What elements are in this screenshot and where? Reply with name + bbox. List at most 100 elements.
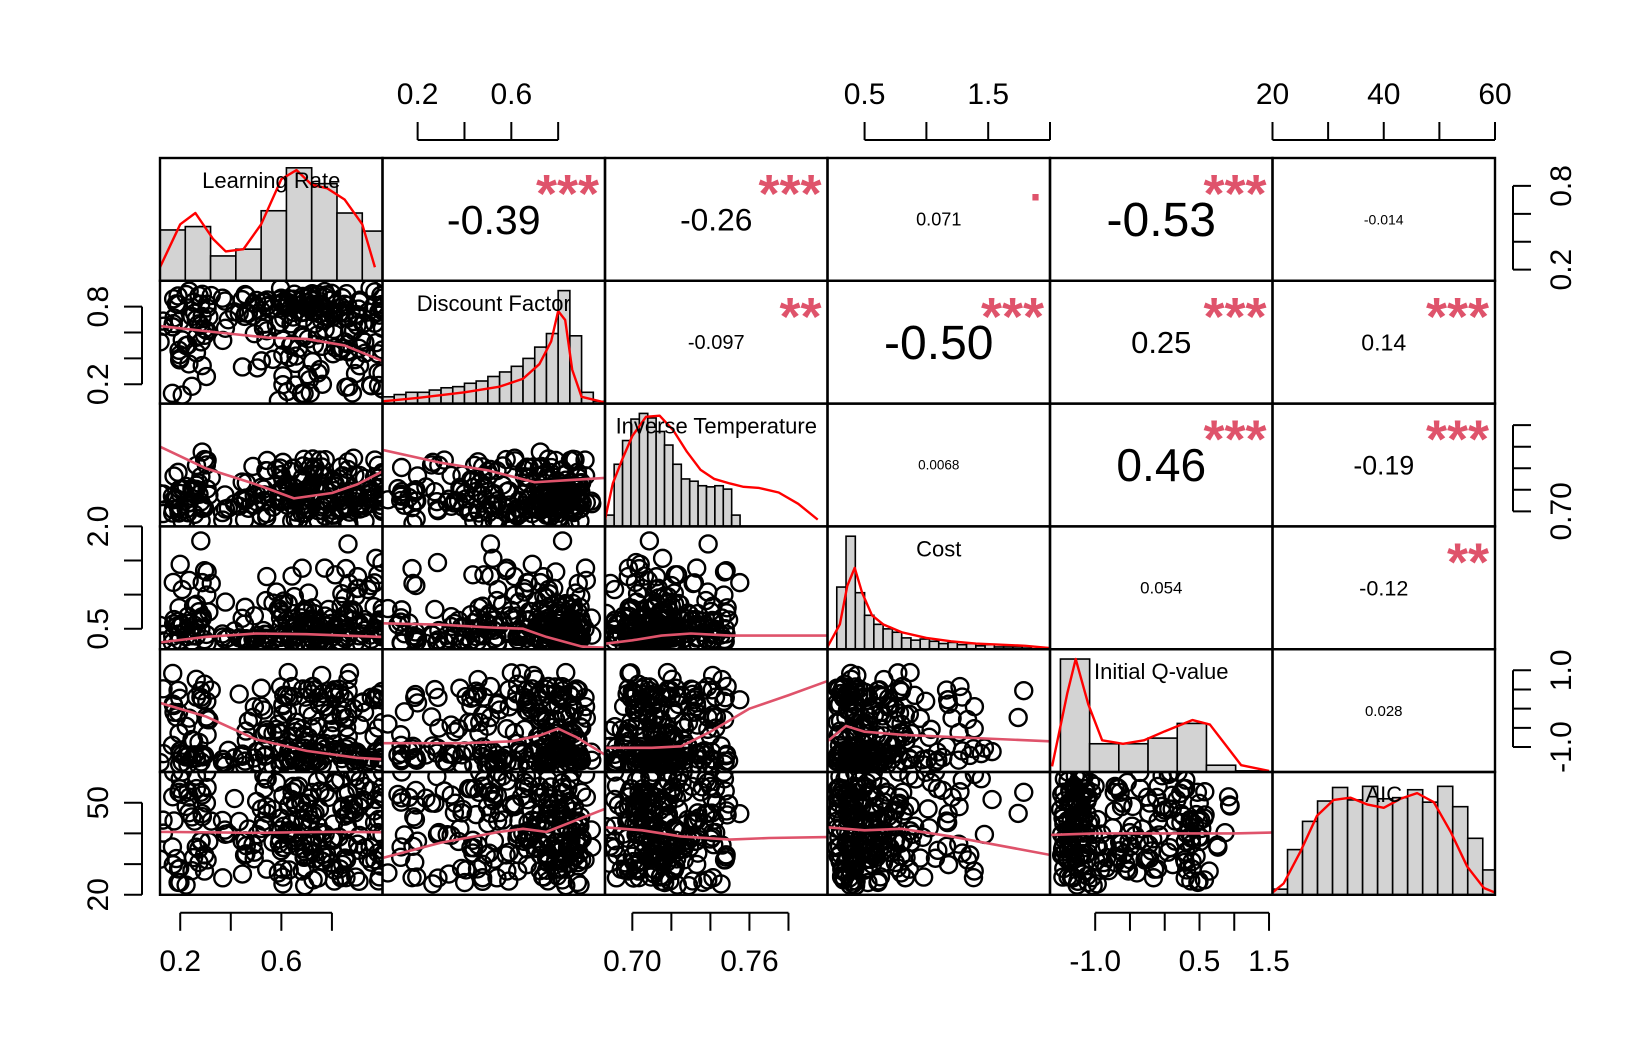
scatter-point bbox=[904, 816, 925, 836]
scatter-point bbox=[425, 482, 445, 502]
scatter-point bbox=[372, 787, 383, 808]
scatter-point bbox=[164, 702, 184, 722]
scatter-point bbox=[402, 558, 422, 579]
tick-label-right: -1.0 bbox=[1545, 721, 1578, 773]
panel-r2-c5: -0.19 *** bbox=[1271, 402, 1497, 528]
scatter-point bbox=[648, 578, 669, 599]
scatter-point bbox=[711, 874, 731, 894]
histogram-bar bbox=[873, 623, 884, 650]
scatter-point bbox=[355, 511, 375, 527]
scatter-point bbox=[197, 850, 217, 870]
smooth-line bbox=[160, 701, 383, 761]
scatter-point bbox=[315, 847, 335, 867]
scatter-point bbox=[309, 463, 330, 484]
scatter-point bbox=[251, 678, 272, 698]
scatter-point bbox=[168, 611, 188, 632]
scatter-point bbox=[330, 772, 351, 790]
scatter-1-0 bbox=[160, 280, 383, 404]
scatter-point bbox=[194, 498, 215, 518]
scatter-point bbox=[168, 286, 188, 306]
histogram-bar bbox=[310, 182, 338, 281]
tick-label-bottom: -1.0 bbox=[1069, 945, 1121, 978]
scatter-point bbox=[915, 691, 936, 712]
scatter-point bbox=[704, 810, 725, 830]
scatter-point bbox=[517, 750, 537, 771]
histogram-bar bbox=[1088, 742, 1120, 773]
scatter-point bbox=[464, 838, 484, 858]
scatter-point bbox=[452, 745, 472, 765]
scatter-point bbox=[270, 280, 291, 299]
correlation-value: 0.028 bbox=[1365, 703, 1403, 720]
scatter-point bbox=[256, 745, 276, 765]
scatter-point bbox=[403, 573, 423, 594]
density-line bbox=[605, 414, 819, 521]
histogram-bar bbox=[522, 357, 536, 404]
histogram-bar bbox=[510, 365, 524, 404]
scatter-5-3 bbox=[827, 772, 1050, 895]
scatter-point bbox=[266, 315, 287, 335]
smooth-line bbox=[160, 445, 383, 500]
scatter-point bbox=[621, 712, 641, 732]
scatter-point bbox=[194, 861, 215, 881]
correlation-value: -0.014 bbox=[1364, 211, 1404, 227]
scatter-point bbox=[350, 614, 370, 634]
scatter-point bbox=[505, 585, 525, 605]
scatter-point bbox=[372, 809, 383, 830]
correlation-value: 0.46 bbox=[1116, 439, 1206, 491]
scatter-point bbox=[504, 796, 525, 817]
scatter-point bbox=[1087, 874, 1107, 894]
scatter-point bbox=[330, 614, 351, 634]
scatter-point bbox=[368, 344, 383, 364]
scatter-point bbox=[463, 830, 483, 851]
scatter-point bbox=[571, 782, 592, 803]
scatter-point bbox=[168, 294, 189, 315]
scatter-point bbox=[288, 776, 309, 796]
scatter-point bbox=[566, 583, 586, 603]
scatter-point bbox=[518, 702, 539, 723]
scatter-point bbox=[303, 805, 323, 825]
scatter-point bbox=[294, 801, 314, 821]
scatter-point bbox=[162, 837, 183, 857]
scatter-point bbox=[286, 712, 306, 732]
scatter-point bbox=[833, 677, 854, 697]
scatter-point bbox=[867, 750, 888, 771]
histogram-bar bbox=[730, 514, 741, 527]
histogram-bar bbox=[655, 430, 666, 527]
scatter-point bbox=[257, 796, 277, 817]
scatter-point bbox=[686, 811, 706, 831]
scatter-point bbox=[730, 572, 750, 593]
significance-stars: *** bbox=[1203, 287, 1266, 347]
scatter-point bbox=[199, 485, 219, 505]
tick-label-top: 40 bbox=[1367, 78, 1400, 111]
histogram-bar bbox=[209, 255, 237, 281]
scatter-point bbox=[372, 379, 383, 399]
scatter-point bbox=[522, 554, 543, 575]
scatter-point bbox=[982, 789, 1002, 810]
scatter-point bbox=[441, 465, 461, 486]
scatter-point bbox=[1218, 787, 1239, 807]
scatter-point bbox=[560, 772, 580, 791]
scatter-point bbox=[1078, 813, 1099, 834]
histogram-bar bbox=[705, 486, 716, 527]
scatter-point bbox=[847, 749, 868, 769]
scatter-point bbox=[271, 755, 291, 773]
smooth-line bbox=[605, 632, 828, 646]
scatter-point bbox=[348, 578, 369, 599]
scatter-point bbox=[215, 592, 236, 612]
scatter-point bbox=[682, 610, 702, 630]
density-line bbox=[1050, 657, 1270, 773]
histogram-bar bbox=[1466, 837, 1484, 895]
panel-r0-c2: -0.26 *** bbox=[603, 156, 829, 283]
scatter-point bbox=[628, 711, 648, 731]
scatter-point bbox=[717, 676, 737, 697]
scatter-point bbox=[1061, 821, 1081, 841]
scatter-point bbox=[294, 846, 315, 867]
tick-label-bottom: 0.76 bbox=[720, 945, 778, 978]
scatter-point bbox=[572, 493, 592, 513]
scatter-point bbox=[581, 491, 602, 511]
scatter-point bbox=[382, 863, 398, 883]
scatter-point bbox=[349, 356, 370, 376]
scatter-point bbox=[936, 811, 957, 831]
scatter-point bbox=[169, 340, 189, 361]
histogram-bar bbox=[1376, 797, 1394, 895]
